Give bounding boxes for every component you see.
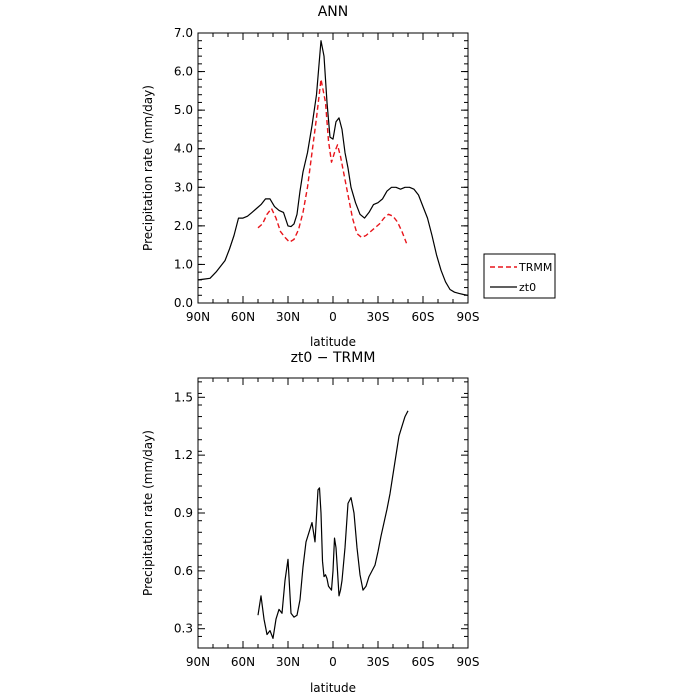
top-y-tick-label: 7.0: [174, 26, 193, 40]
top-y-tick-label: 1.0: [174, 257, 193, 271]
bottom-x-tick-label: 0: [329, 655, 337, 669]
top-x-tick-label: 60S: [412, 310, 435, 324]
top-x-tick-label: 30N: [276, 310, 300, 324]
bottom-y-tick-label: 0.9: [174, 506, 193, 520]
top-series-lines: [197, 40, 469, 296]
top-x-tick-label: 90N: [186, 310, 210, 324]
bottom-chart: zt0 − TRMM 90N 60N 30N 0 30S 60S 90S 0.3 0.6 0.9 1…: [141, 350, 479, 695]
bottom-plot-frame: [197, 377, 469, 649]
bottom-y-tick-label: 1.5: [174, 390, 193, 404]
top-x-tick-label: 0: [329, 310, 337, 324]
top-x-tick-label: 60N: [231, 310, 255, 324]
legend-label-trmm: TRMM: [518, 261, 552, 274]
top-chart: ANN 90N 60N 30N 0 30S 60S 90S 0.0 1.0 2.0 3.0 4.0 5.…: [141, 4, 479, 349]
bottom-x-tick-label: 90S: [457, 655, 480, 669]
top-series-line-zt0: [197, 40, 469, 296]
bottom-y-tick-label: 0.6: [174, 564, 193, 578]
top-y-tick-label: 2.0: [174, 219, 193, 233]
top-y-tick-label: 0.0: [174, 296, 193, 310]
top-y-tick-label: 4.0: [174, 142, 193, 156]
bottom-x-tick-label: 60S: [412, 655, 435, 669]
top-x-tick-label: 30S: [367, 310, 390, 324]
bottom-axis-ticks: 90N 60N 30N 0 30S 60S 90S 0.3 0.6 0.9 1.2 1.5: [174, 378, 480, 669]
bottom-y-tick-label: 0.3: [174, 622, 193, 636]
bottom-x-tick-label: 60N: [231, 655, 255, 669]
bottom-series-line-diff: [257, 410, 409, 640]
bottom-x-tick-label: 30S: [367, 655, 390, 669]
bottom-y-tick-label: 1.2: [174, 448, 193, 462]
legend-label-zt0: zt0: [519, 281, 536, 294]
top-x-axis-label: latitude: [310, 335, 356, 349]
legend-box: [483, 253, 556, 299]
top-series-line-trmm: [257, 78, 408, 244]
top-x-tick-label: 90S: [457, 310, 480, 324]
bottom-y-axis-label: Precipitation rate (mm/day): [141, 430, 155, 596]
bottom-series-lines: [257, 410, 409, 640]
legend: TRMM zt0: [483, 253, 556, 299]
bottom-x-axis-label: latitude: [310, 681, 356, 695]
top-chart-title: ANN: [318, 4, 349, 20]
top-axis-ticks: 90N 60N 30N 0 30S 60S 90S 0.0 1.0 2.0 3.0 4.0 5.0 6.0…: [174, 26, 480, 324]
top-y-tick-label: 6.0: [174, 65, 193, 79]
bottom-x-tick-label: 90N: [186, 655, 210, 669]
top-y-tick-label: 3.0: [174, 180, 193, 194]
bottom-x-tick-label: 30N: [276, 655, 300, 669]
top-plot-frame: [197, 32, 469, 304]
top-y-tick-label: 5.0: [174, 103, 193, 117]
bottom-chart-title: zt0 − TRMM: [291, 350, 376, 366]
top-y-axis-label: Precipitation rate (mm/day): [141, 85, 155, 251]
